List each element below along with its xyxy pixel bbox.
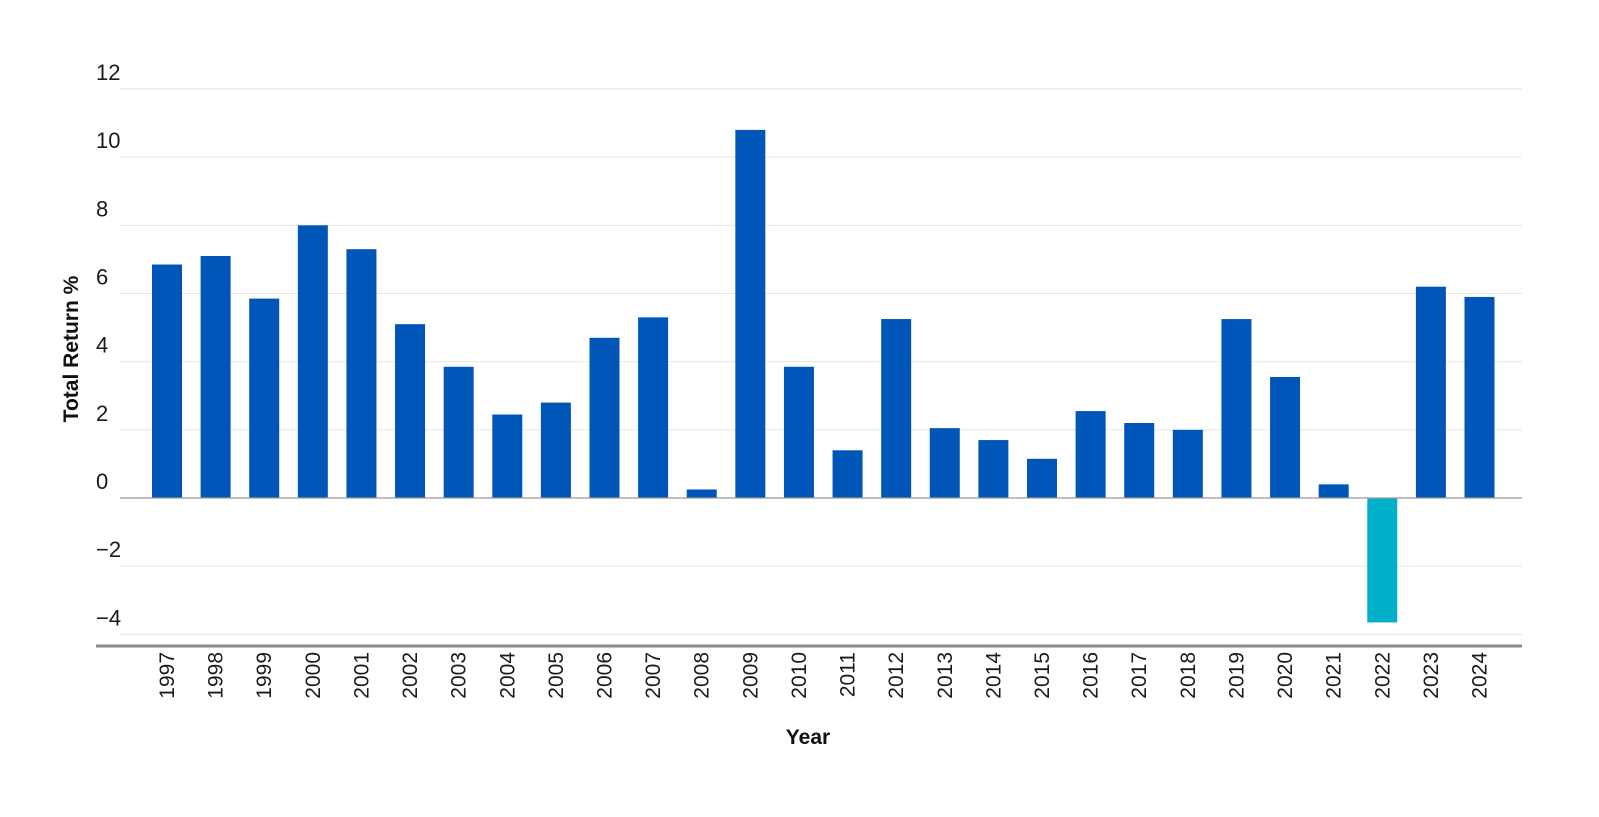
- bar-2023: [1415, 286, 1446, 498]
- x-tick-label: 2004: [496, 652, 519, 699]
- y-tick-label: 0: [96, 469, 108, 494]
- bar-1998: [200, 256, 231, 498]
- bar-2024: [1464, 296, 1495, 498]
- x-tick-label: 2001: [350, 652, 373, 699]
- bar-2008: [686, 489, 717, 498]
- y-axis-title: Total Return %: [60, 275, 83, 422]
- bar-2002: [395, 324, 426, 498]
- y-tick-label: 8: [96, 196, 108, 221]
- bar-2018: [1172, 429, 1203, 498]
- x-tick-label: 2005: [545, 652, 568, 699]
- x-tick-label: 2022: [1371, 652, 1394, 699]
- bar-2004: [492, 414, 523, 498]
- x-tick-label: 2006: [594, 652, 617, 699]
- bar-2015: [1027, 458, 1057, 498]
- bar-2020: [1270, 377, 1301, 498]
- x-tick-label: 2007: [642, 652, 665, 699]
- x-tick-label: 1997: [156, 652, 179, 699]
- x-tick-label: 2020: [1274, 652, 1297, 699]
- bar-2014: [978, 440, 1009, 498]
- bar-2005: [540, 402, 571, 498]
- bar-2017: [1124, 423, 1155, 498]
- bar-2000: [297, 225, 328, 498]
- x-axis-title: Year: [786, 726, 830, 749]
- y-tick-label: 12: [96, 60, 120, 85]
- bar-2019: [1221, 319, 1252, 498]
- x-tick-label: 1998: [205, 652, 228, 699]
- bar-2011: [832, 450, 863, 498]
- x-tick-label: 2024: [1469, 652, 1492, 699]
- x-tick-label: 2018: [1177, 652, 1200, 699]
- bar-2012: [881, 319, 912, 498]
- bar-2022: [1367, 498, 1398, 623]
- bar-2016: [1075, 411, 1106, 498]
- x-tick-label: 2021: [1323, 652, 1346, 699]
- gridlines: [120, 88, 1522, 635]
- x-tick-label: 2023: [1420, 652, 1443, 699]
- bar-2010: [783, 366, 814, 498]
- bars: [152, 129, 1495, 623]
- x-tick-label: 2011: [837, 652, 860, 697]
- y-tick-label: 4: [96, 333, 108, 358]
- x-tick-label: 2016: [1080, 652, 1103, 699]
- bar-1999: [249, 298, 280, 498]
- y-tick-label: 2: [96, 401, 108, 426]
- x-axis-ticks: 1997 1998 1999 2000 2001 2002 2003 2004 2005 2006…: [156, 652, 1492, 699]
- y-axis-ticks: 12 10 8 6 4 2 0 −2 −4: [96, 60, 121, 630]
- x-tick-label: 2017: [1128, 652, 1151, 699]
- bar-2013: [929, 428, 960, 498]
- axes: [96, 497, 1522, 648]
- y-tick-label: 10: [96, 128, 120, 153]
- x-tick-label: 2010: [788, 652, 811, 699]
- x-tick-label: 2014: [982, 652, 1005, 699]
- x-tick-label: 2008: [691, 652, 714, 699]
- x-tick-label: 2003: [448, 652, 471, 699]
- bar-2003: [443, 366, 474, 498]
- y-tick-label: −2: [96, 537, 121, 562]
- x-tick-label: 2019: [1225, 652, 1248, 699]
- x-tick-label: 2015: [1031, 652, 1054, 699]
- bar-2007: [638, 317, 669, 498]
- bar-2021: [1318, 484, 1349, 498]
- x-tick-label: 1999: [253, 652, 276, 699]
- x-tick-label: 2000: [302, 652, 325, 699]
- x-tick-label: 2013: [934, 652, 957, 699]
- y-tick-label: 6: [96, 265, 108, 290]
- bar-2009: [735, 129, 766, 498]
- y-tick-label: −4: [96, 605, 121, 630]
- x-tick-label: 2009: [739, 652, 762, 699]
- x-tick-label: 2012: [885, 652, 908, 699]
- bar-2001: [346, 249, 377, 498]
- bar-2006: [589, 337, 620, 498]
- x-tick-label: 2002: [399, 652, 422, 699]
- bar-1997: [152, 264, 182, 498]
